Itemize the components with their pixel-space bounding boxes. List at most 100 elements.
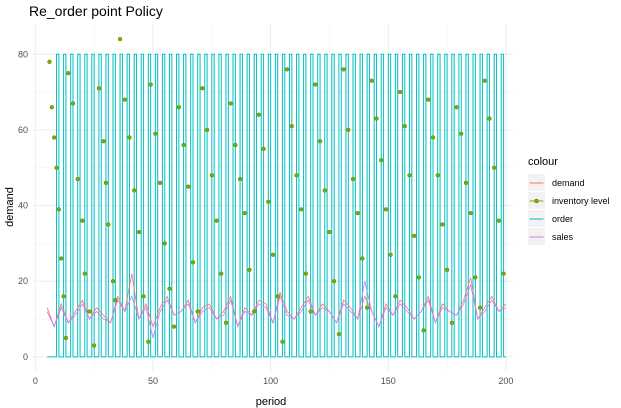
inventory-level-point (492, 165, 497, 170)
inventory-level-point (346, 127, 351, 133)
inventory-level-point (70, 101, 76, 106)
inventory-level-point (122, 97, 127, 102)
inventory-level-point (47, 59, 52, 64)
inventory-level-point (430, 135, 436, 140)
inventory-level-point (454, 105, 459, 110)
tick-labels: 0 50 100 150 200 0 20 40 60 80 (18, 49, 513, 386)
y-tick-label: 80 (18, 49, 28, 59)
inventory-level-point (397, 89, 403, 95)
inventory-level-point (266, 199, 271, 204)
inventory-level-point (242, 210, 247, 216)
inventory-level-point (284, 67, 290, 72)
inventory-level-point (176, 105, 182, 110)
inventory-level-point (350, 176, 356, 182)
inventory-level-point (87, 309, 92, 314)
legend-key-point (534, 198, 539, 204)
inventory-level-point (449, 320, 454, 325)
inventory-level-point (167, 286, 172, 291)
x-tick-label: 0 (33, 376, 38, 386)
inventory-level-point (322, 188, 327, 193)
legend: colour demand inventory level order sales (528, 156, 610, 245)
inventory-level-point (66, 71, 71, 76)
inventory-level-point (63, 335, 69, 341)
inventory-level-point (113, 297, 118, 303)
inventory-level-point (80, 218, 85, 223)
y-tick-label: 0 (23, 352, 28, 362)
legend-item-sales: sales (528, 228, 574, 245)
inventory-level-point (426, 97, 431, 102)
inventory-level-point (379, 158, 384, 163)
inventory-level-point (440, 222, 445, 227)
inventory-level-point (153, 131, 158, 136)
inventory-level-point (341, 67, 346, 72)
inventory-level-point (482, 78, 487, 83)
inventory-level-point (308, 309, 313, 314)
inventory-level-point (172, 324, 177, 329)
inventory-level-point (190, 260, 196, 265)
inventory-level-point (223, 320, 229, 325)
inventory-level-point (416, 275, 422, 280)
series-sales-line (46, 281, 507, 339)
inventory-level-point (256, 112, 262, 117)
inventory-level-point (280, 339, 285, 344)
inventory-level-point (101, 139, 106, 144)
inventory-level-point (407, 173, 412, 178)
inventory-level-point (219, 271, 224, 276)
inventory-level-point (96, 86, 102, 91)
inventory-level-point (374, 116, 379, 121)
inventory-level-point (146, 339, 151, 344)
plot-area (46, 36, 507, 358)
inventory-level-point (247, 267, 252, 273)
inventory-level-point (157, 180, 163, 186)
legend-title: colour (528, 156, 558, 168)
legend-item-demand: demand (528, 174, 585, 191)
inventory-level-point (132, 188, 137, 193)
inventory-level-point (61, 294, 66, 299)
inventory-level-point (54, 165, 59, 170)
series-order-line (47, 53, 506, 358)
inventory-level-point (317, 139, 323, 144)
inventory-level-point (110, 279, 116, 284)
inventory-level-point (209, 173, 214, 178)
y-tick-label: 40 (18, 201, 28, 211)
inventory-level-point (75, 176, 80, 182)
inventory-level-point (252, 309, 257, 314)
legend-item-order: order (528, 210, 573, 227)
legend-label: demand (552, 178, 585, 188)
inventory-level-point (204, 127, 210, 133)
inventory-level-point (181, 142, 186, 148)
inventory-level-point (327, 229, 332, 235)
legend-label: inventory level (552, 196, 610, 206)
x-tick-label: 100 (263, 376, 278, 386)
inventory-level-point (473, 275, 478, 280)
x-tick-label: 150 (381, 376, 396, 386)
inventory-level-point (364, 305, 370, 310)
inventory-level-point (402, 123, 407, 129)
inventory-level-point (148, 82, 153, 87)
inventory-level-point (360, 256, 365, 261)
inventory-level-point (369, 78, 374, 83)
inventory-level-point (141, 294, 146, 299)
inventory-level-point (388, 252, 393, 257)
inventory-level-point (103, 180, 109, 186)
inventory-level-point (435, 173, 440, 178)
inventory-level-point (136, 229, 142, 235)
inventory-level-point (275, 294, 280, 299)
inventory-level-point (332, 279, 337, 284)
inventory-level-point (237, 176, 243, 182)
inventory-level-point (56, 207, 62, 212)
inventory-level-point (106, 222, 111, 227)
inventory-level-point (496, 218, 502, 223)
inventory-level-point (303, 271, 309, 276)
inventory-level-point (501, 271, 506, 276)
chart-title: Re_order point Policy (29, 3, 163, 19)
inventory-level-point (52, 135, 57, 140)
inventory-level-point (233, 142, 238, 148)
inventory-level-point (463, 180, 469, 186)
inventory-level-point (299, 207, 304, 212)
legend-label: order (552, 214, 573, 224)
inventory-level-point (261, 146, 266, 151)
inventory-level-point (186, 184, 191, 189)
inventory-level-point (127, 135, 132, 140)
inventory-level-point (383, 207, 389, 212)
